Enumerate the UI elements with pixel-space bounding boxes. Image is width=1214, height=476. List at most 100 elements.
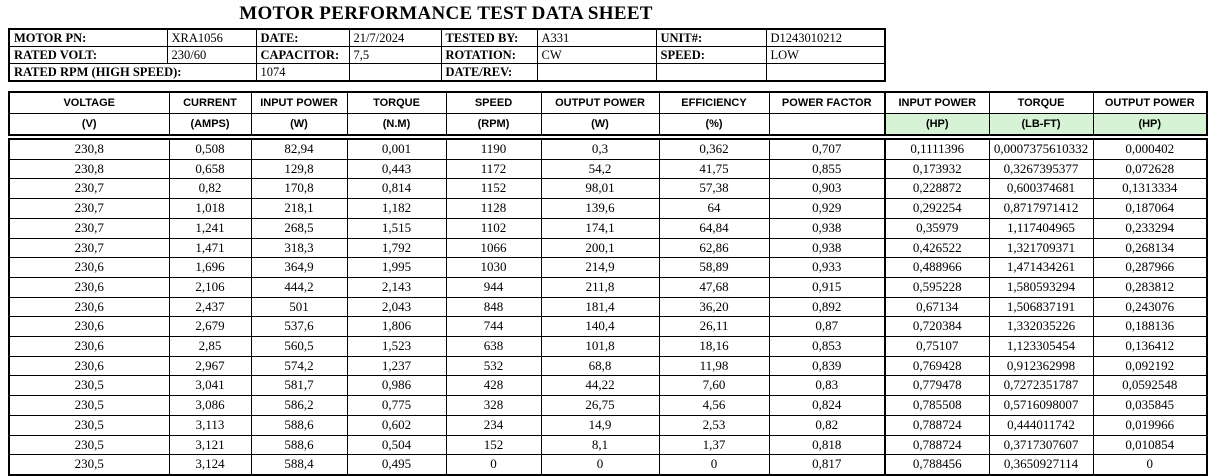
cell-input-power-w: 82,94 (250, 138, 348, 160)
cell-speed-rpm: 848 (445, 296, 542, 318)
table-row: 230,6 2,106 444,2 2,143 944 211,8 47,68 0,915 0,… (8, 276, 1208, 298)
cell-voltage: 230,6 (8, 336, 170, 357)
cell-input-power-w: 129,8 (250, 158, 348, 180)
cell-torque-nm: 0,775 (346, 395, 447, 416)
col-header-speed-rpm: SPEED (445, 91, 542, 114)
speed-label: SPEED: (655, 46, 767, 64)
cell-current: 2,106 (168, 276, 252, 298)
cell-power-factor: 0,839 (768, 355, 886, 377)
cell-torque-lbft: 1,123305454 (988, 336, 1094, 357)
cell-output-power-w: 174,1 (540, 217, 660, 239)
cell-voltage: 230,6 (8, 355, 170, 377)
cell-power-factor: 0,938 (768, 237, 886, 259)
cell-torque-nm: 1,515 (346, 217, 447, 239)
cell-voltage: 230,6 (8, 257, 170, 278)
cell-power-factor: 0,855 (768, 158, 886, 180)
unit-number-value: D1243010212 (765, 28, 886, 47)
cell-power-factor: 0,929 (768, 198, 886, 219)
cell-power-factor: 0,818 (768, 434, 886, 456)
cell-input-power-hp: 0,1111396 (884, 138, 990, 160)
cell-efficiency: 36,20 (658, 296, 770, 318)
table-row: 230,6 1,696 364,9 1,995 1030 214,9 58,89 0,933 0… (8, 257, 1208, 278)
info-row-2: RATED VOLT: 230/60 CAPACITOR: 7,5 ROTATI… (8, 46, 886, 64)
cell-torque-lbft: 0,0007375610332 (988, 138, 1094, 160)
cell-output-power-hp: 0,1313334 (1092, 178, 1208, 200)
cell-torque-lbft: 0,912362998 (988, 355, 1094, 377)
cell-input-power-w: 444,2 (250, 276, 348, 298)
cell-input-power-w: 560,5 (250, 336, 348, 357)
col-header-output-power-w: OUTPUT POWER (540, 91, 660, 114)
table-row: 230,8 0,658 129,8 0,443 1172 54,2 41,75 0,855 0,… (8, 158, 1208, 180)
cell-input-power-w: 218,1 (250, 198, 348, 219)
cell-current: 3,041 (168, 375, 252, 397)
cell-speed-rpm: 1172 (445, 158, 542, 180)
cell-torque-lbft: 0,8717971412 (988, 198, 1094, 219)
rated-rpm-value: 1074 (255, 63, 350, 82)
unit-torque-lbft: (LB-FT) (988, 113, 1094, 136)
cell-efficiency: 7,60 (658, 375, 770, 397)
table-row: 230,7 1,241 268,5 1,515 1102 174,1 64,84 0,938 0… (8, 217, 1208, 239)
cell-efficiency: 62,86 (658, 237, 770, 259)
cell-current: 2,437 (168, 296, 252, 318)
table-row: 230,6 2,437 501 2,043 848 181,4 36,20 0,892 0,67… (8, 296, 1208, 318)
cell-current: 2,679 (168, 316, 252, 338)
cell-torque-nm: 1,182 (346, 198, 447, 219)
rotation-label: ROTATION: (440, 46, 538, 64)
cell-current: 2,967 (168, 355, 252, 377)
cell-output-power-hp: 0,000402 (1092, 138, 1208, 160)
cell-current: 0,82 (168, 178, 252, 200)
cell-current: 3,113 (168, 414, 252, 436)
info-empty-cell (765, 63, 886, 82)
table-row: 230,5 3,086 586,2 0,775 328 26,75 4,56 0,824 0,7… (8, 395, 1208, 416)
rated-volt-label: RATED VOLT: (8, 46, 168, 64)
motor-pn-value: XRA1056 (166, 28, 257, 47)
cell-power-factor: 0,707 (768, 138, 886, 160)
cell-current: 3,121 (168, 434, 252, 456)
cell-voltage: 230,7 (8, 198, 170, 219)
cell-speed-rpm: 1066 (445, 237, 542, 259)
cell-output-power-w: 181,4 (540, 296, 660, 318)
cell-power-factor: 0,87 (768, 316, 886, 338)
cell-output-power-w: 14,9 (540, 414, 660, 436)
cell-efficiency: 26,11 (658, 316, 770, 338)
cell-power-factor: 0,853 (768, 336, 886, 357)
cell-output-power-w: 139,6 (540, 198, 660, 219)
cell-output-power-hp: 0 (1092, 454, 1208, 476)
cell-current: 3,124 (168, 454, 252, 476)
motor-pn-label: MOTOR PN: (8, 28, 168, 47)
unit-current: (AMPS) (168, 113, 252, 136)
table-row: 230,5 3,121 588,6 0,504 152 8,1 1,37 0,818 0,788… (8, 434, 1208, 456)
cell-voltage: 230,6 (8, 276, 170, 298)
cell-input-power-hp: 0,173932 (884, 158, 990, 180)
cell-torque-lbft: 1,580593294 (988, 276, 1094, 298)
cell-voltage: 230,5 (8, 454, 170, 476)
cell-output-power-hp: 0,287966 (1092, 257, 1208, 278)
cell-speed-rpm: 532 (445, 355, 542, 377)
cell-output-power-w: 44,22 (540, 375, 660, 397)
cell-output-power-hp: 0,283812 (1092, 276, 1208, 298)
cell-torque-lbft: 0,3717307607 (988, 434, 1094, 456)
cell-torque-lbft: 0,5716098007 (988, 395, 1094, 416)
data-grid: 230,8 0,508 82,94 0,001 1190 0,3 0,362 0,707 0,1… (8, 138, 1208, 476)
cell-efficiency: 0 (658, 454, 770, 476)
cell-speed-rpm: 428 (445, 375, 542, 397)
cell-torque-nm: 0,504 (346, 434, 447, 456)
cell-torque-nm: 0,814 (346, 178, 447, 200)
cell-efficiency: 0,362 (658, 138, 770, 160)
cell-power-factor: 0,817 (768, 454, 886, 476)
col-header-voltage: VOLTAGE (8, 91, 170, 114)
cell-power-factor: 0,938 (768, 217, 886, 239)
cell-input-power-hp: 0,75107 (884, 336, 990, 357)
cell-output-power-hp: 0,035845 (1092, 395, 1208, 416)
table-row: 230,6 2,85 560,5 1,523 638 101,8 18,16 0,853 0,7… (8, 336, 1208, 357)
cell-torque-nm: 0,986 (346, 375, 447, 397)
cell-efficiency: 58,89 (658, 257, 770, 278)
cell-output-power-w: 54,2 (540, 158, 660, 180)
cell-output-power-w: 214,9 (540, 257, 660, 278)
cell-voltage: 230,7 (8, 237, 170, 259)
cell-power-factor: 0,824 (768, 395, 886, 416)
capacitor-value: 7,5 (348, 46, 442, 64)
table-row: 230,7 1,018 218,1 1,182 1128 139,6 64 0,929 0,29… (8, 198, 1208, 219)
cell-torque-lbft: 0,444011742 (988, 414, 1094, 436)
table-row: 230,8 0,508 82,94 0,001 1190 0,3 0,362 0,707 0,1… (8, 138, 1208, 160)
